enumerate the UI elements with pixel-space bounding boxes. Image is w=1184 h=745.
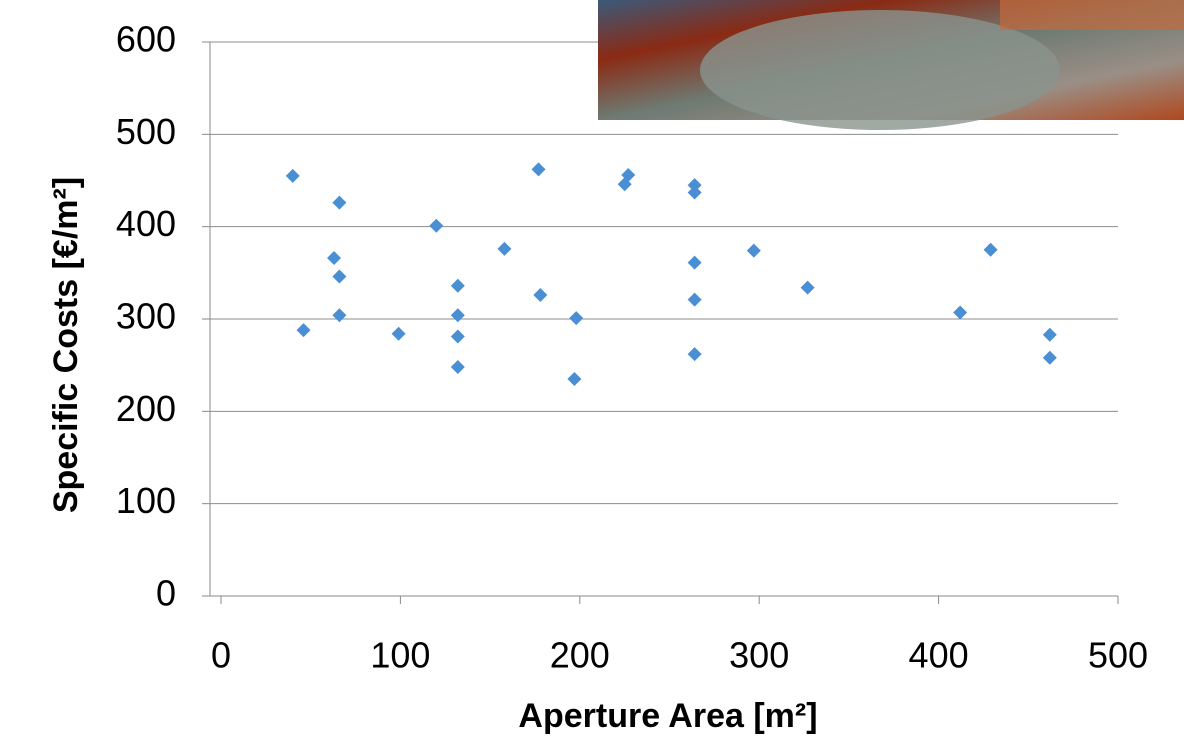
point bbox=[687, 255, 702, 270]
point bbox=[983, 242, 998, 257]
point bbox=[285, 168, 300, 183]
point bbox=[332, 269, 347, 284]
point bbox=[800, 280, 815, 295]
point bbox=[531, 162, 546, 177]
point bbox=[687, 292, 702, 307]
point bbox=[450, 278, 465, 293]
x-tick-label: 100 bbox=[370, 635, 430, 676]
point bbox=[429, 218, 444, 233]
x-tick-label: 0 bbox=[211, 635, 231, 676]
point bbox=[497, 241, 512, 256]
y-tick-label: 100 bbox=[116, 480, 176, 521]
point bbox=[450, 308, 465, 323]
point bbox=[687, 347, 702, 362]
point bbox=[327, 251, 342, 266]
point bbox=[687, 185, 702, 200]
point bbox=[746, 243, 761, 258]
point bbox=[296, 323, 311, 338]
y-axis-title: Specific Costs [€/m²] bbox=[47, 177, 85, 513]
point bbox=[1042, 327, 1057, 342]
y-tick-label: 600 bbox=[116, 19, 176, 60]
y-tick-label: 300 bbox=[116, 296, 176, 337]
y-tick-label: 400 bbox=[116, 203, 176, 244]
y-tick-label: 200 bbox=[116, 388, 176, 429]
x-tick-label: 500 bbox=[1088, 635, 1148, 676]
x-tick-label: 400 bbox=[909, 635, 969, 676]
point bbox=[569, 311, 584, 326]
photo bbox=[598, 0, 1184, 130]
point bbox=[1042, 350, 1057, 365]
point bbox=[687, 178, 702, 193]
x-axis-title: Aperture Area [m²] bbox=[518, 697, 817, 735]
point bbox=[391, 326, 406, 341]
point bbox=[621, 167, 636, 182]
point bbox=[953, 305, 968, 320]
point bbox=[332, 308, 347, 323]
x-tick-label: 300 bbox=[729, 635, 789, 676]
x-tick-label: 200 bbox=[550, 635, 610, 676]
point bbox=[450, 360, 465, 375]
point bbox=[332, 195, 347, 210]
point bbox=[533, 287, 548, 302]
y-tick-label: 0 bbox=[156, 573, 176, 614]
y-tick-label: 500 bbox=[116, 111, 176, 152]
point bbox=[450, 329, 465, 344]
point bbox=[567, 372, 582, 387]
